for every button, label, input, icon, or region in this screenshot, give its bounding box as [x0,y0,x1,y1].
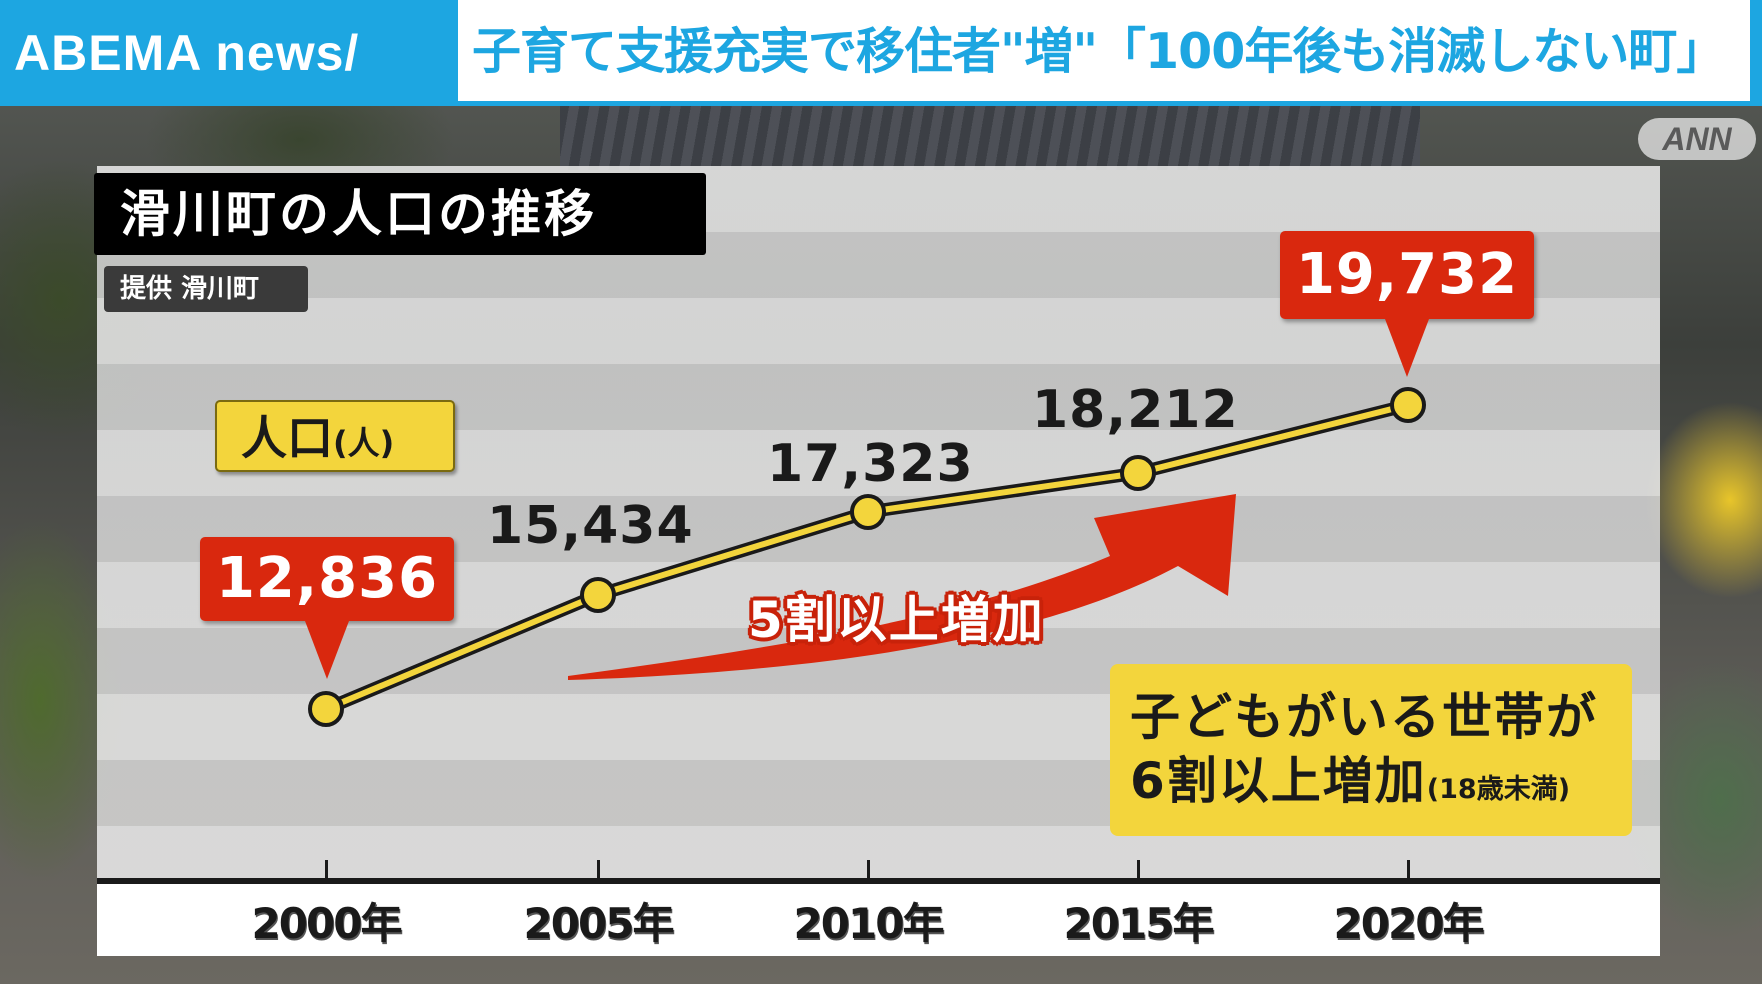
x-label-2000: 2000年 [251,899,403,948]
header-bar: ABEMA news/ 子育て支援充実で移住者"増"「100年後も消滅しない町」 [0,0,1762,106]
y-unit-label: 人口(人) [215,400,455,472]
headline: 子育て支援充実で移住者"増"「100年後も消滅しない町」 [472,23,1725,80]
x-label-2005: 2005年 [523,899,675,948]
x-label-2015: 2015年 [1063,899,1215,948]
growth-arrow-icon [568,494,1236,680]
value-label-2010: 17,323 [767,434,974,494]
note-line-2: 6割以上増加(18歳未満) [1130,748,1632,823]
background-roof [560,100,1420,170]
header-accent [1750,0,1762,106]
x-tick [597,860,600,880]
unit-label-paren: (人) [333,424,395,462]
data-point-2000 [308,691,344,727]
value-label-2005: 15,434 [487,496,694,556]
callout-2020: 19,732 [1280,231,1534,377]
note-line-1: 子どもがいる世帯が [1130,688,1598,746]
data-point-2005 [580,577,616,613]
unit-label-main: 人口 [241,411,333,465]
brand-logo: ABEMA news/ [0,0,458,106]
x-label-2020: 2020年 [1333,899,1485,948]
x-tick [867,860,870,880]
value-label-2015: 18,212 [1032,380,1239,440]
note-line-2-paren: (18歳未満) [1426,774,1571,805]
growth-arrow-label: 5割以上増加 [748,591,1045,649]
note-line-2-main: 6割以上増加 [1130,752,1427,810]
chart-title: 滑川町の人口の推移 [94,173,706,255]
x-tick [325,860,328,880]
x-label-2010: 2010年 [793,899,945,948]
source-label: 提供 滑川町 [104,266,308,312]
data-point-2020 [1390,387,1426,423]
household-note: 子どもがいる世帯が 6割以上増加(18歳未満) [1110,664,1632,836]
x-axis-band [97,884,1660,956]
data-point-2015 [1120,455,1156,491]
x-tick [1407,860,1410,880]
data-point-2010 [850,494,886,530]
callout-2000: 12,836 [200,537,454,679]
ann-watermark: ANN [1638,118,1756,160]
x-tick [1137,860,1140,880]
